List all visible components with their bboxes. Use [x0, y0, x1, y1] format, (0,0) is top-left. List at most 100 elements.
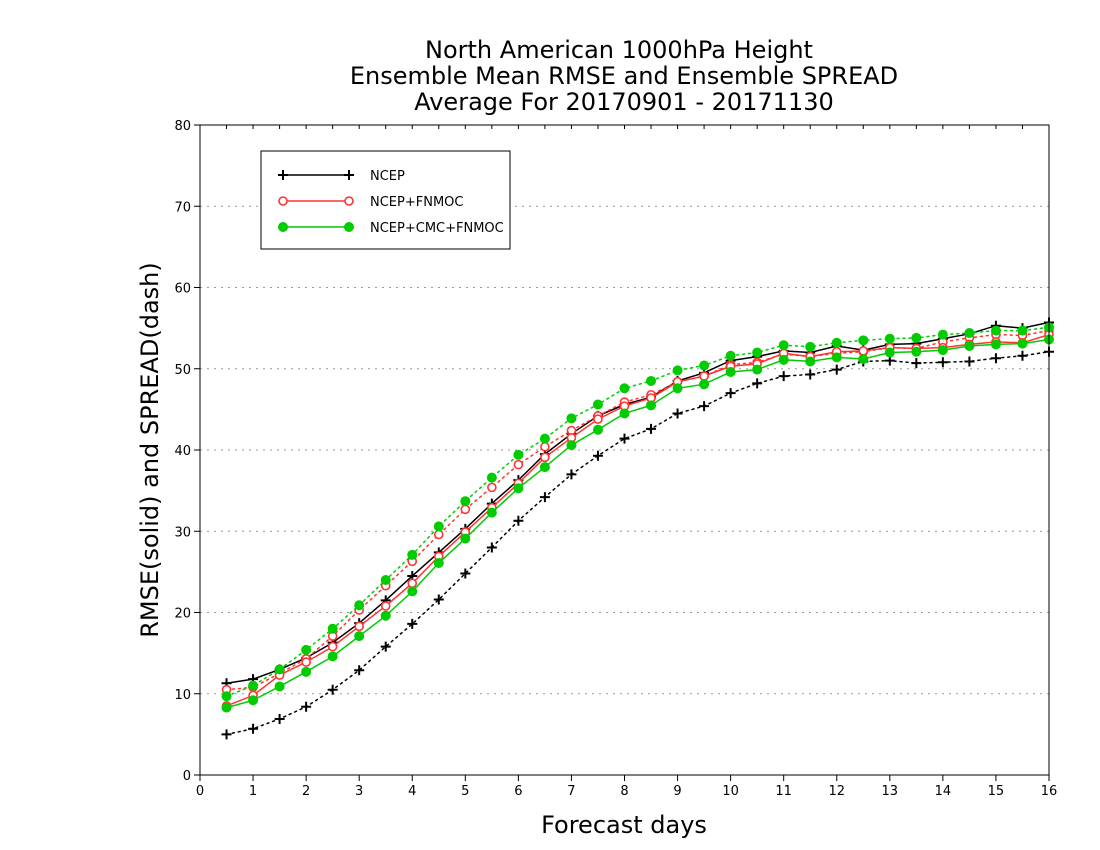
data-point-ncep-cmc-fnmoc-rmse: [221, 702, 232, 713]
data-point-ncep-cmc-fnmoc-spread: [725, 350, 736, 361]
data-point-ncep-fnmoc-spread: [433, 529, 444, 540]
x-tick-label: 11: [775, 784, 792, 799]
data-point-ncep-cmc-fnmoc-rmse: [248, 695, 259, 706]
data-point-ncep-spread: [592, 450, 603, 461]
data-point-ncep-spread: [619, 433, 630, 444]
series-line-ncep-fnmoc-rmse: [226, 333, 1050, 707]
y-tick-label: 20: [174, 607, 191, 622]
data-point-ncep-spread: [990, 353, 1001, 364]
data-point-ncep-fnmoc-spread: [460, 504, 471, 515]
data-point-ncep-spread: [274, 713, 285, 724]
data-point-ncep-cmc-fnmoc-spread: [884, 333, 895, 344]
data-point-ncep-cmc-fnmoc-spread: [301, 644, 312, 655]
data-point-ncep-cmc-fnmoc-rmse: [831, 352, 842, 363]
data-point-ncep-cmc-fnmoc-spread: [672, 365, 683, 376]
data-point-ncep-spread: [646, 423, 657, 434]
data-point-ncep-cmc-fnmoc-spread: [566, 413, 577, 424]
data-point-ncep-cmc-fnmoc-rmse: [990, 339, 1001, 350]
y-tick-label: 40: [174, 444, 191, 459]
data-point-ncep-cmc-fnmoc-spread: [805, 341, 816, 352]
data-point-ncep-fnmoc-spread: [487, 482, 497, 493]
data-point-ncep-fnmoc-rmse: [593, 414, 603, 424]
data-point-ncep-cmc-fnmoc-spread: [1017, 325, 1028, 336]
y-tick-label: 10: [174, 688, 191, 703]
data-point-ncep-cmc-fnmoc-rmse: [752, 364, 763, 375]
data-point-ncep-fnmoc-rmse: [301, 657, 311, 667]
x-tick-label: 16: [1041, 784, 1058, 799]
x-tick-label: 7: [567, 784, 575, 799]
data-point-ncep-spread: [513, 515, 524, 526]
data-point-ncep-cmc-fnmoc-rmse: [513, 483, 524, 494]
legend-marker-ncep: [344, 170, 354, 180]
x-tick-label: 4: [408, 784, 416, 799]
data-point-ncep-cmc-fnmoc-rmse: [327, 651, 338, 662]
x-tick-label: 2: [302, 784, 310, 799]
data-point-ncep-cmc-fnmoc-spread: [248, 680, 259, 691]
data-point-ncep-cmc-fnmoc-rmse: [937, 345, 948, 356]
x-tick-label: 6: [514, 784, 522, 799]
legend-label-ncep-fnmoc: NCEP+FNMOC: [370, 195, 463, 210]
x-tick-label: 8: [620, 784, 628, 799]
data-point-ncep-cmc-fnmoc-spread: [778, 340, 789, 351]
data-point-ncep-spread: [911, 358, 922, 369]
legend: NCEP NCEP+FNMOC NCEP+CMC+FNMOC: [260, 150, 511, 250]
legend-marker-ncep: [278, 170, 288, 180]
data-point-ncep-cmc-fnmoc-rmse: [699, 379, 710, 390]
data-point-ncep-cmc-fnmoc-rmse: [964, 341, 975, 351]
data-point-ncep-cmc-fnmoc-rmse: [858, 354, 869, 364]
series-line-ncep-cmc-fnmoc-rmse: [226, 338, 1050, 709]
x-axis-label: Forecast days: [541, 811, 707, 839]
data-point-ncep-cmc-fnmoc-spread: [354, 600, 365, 611]
x-tick-label: 10: [722, 784, 739, 799]
x-tick-label: 3: [355, 784, 363, 799]
data-point-ncep-spread: [1017, 350, 1028, 361]
data-point-ncep-spread: [752, 378, 763, 389]
data-point-ncep-spread: [778, 371, 789, 382]
data-point-ncep-cmc-fnmoc-spread: [911, 332, 922, 343]
data-point-ncep-cmc-fnmoc-spread: [619, 383, 630, 394]
data-point-ncep-cmc-fnmoc-rmse: [460, 533, 471, 544]
data-point-ncep-spread: [486, 542, 497, 553]
data-point-ncep-spread: [433, 594, 444, 605]
data-point-ncep-cmc-fnmoc-spread: [327, 623, 338, 634]
data-point-ncep-fnmoc-rmse: [354, 621, 364, 632]
legend-marker-ncep-cmc-fnmoc: [278, 222, 288, 232]
series-line-ncep-rmse: [226, 321, 1050, 684]
data-point-ncep-spread: [407, 618, 418, 629]
legend-label-ncep-cmc-fnmoc: NCEP+CMC+FNMOC: [370, 221, 504, 236]
data-point-ncep-spread: [460, 568, 471, 579]
y-tick-label: 50: [174, 363, 191, 378]
x-tick-label: 9: [673, 784, 681, 799]
data-point-ncep-cmc-fnmoc-spread: [380, 575, 391, 585]
x-tick-label: 5: [461, 784, 469, 799]
data-point-ncep-cmc-fnmoc-spread: [937, 329, 948, 340]
legend-box: [260, 150, 511, 250]
y-tick-label: 70: [174, 200, 191, 215]
data-point-ncep-spread: [221, 729, 232, 740]
series-line-ncep-fnmoc-spread: [225, 329, 1050, 691]
legend-label-ncep: NCEP: [370, 169, 405, 184]
legend-marker-ncep-cmc-fnmoc: [344, 222, 354, 232]
data-point-ncep-fnmoc-spread: [513, 459, 524, 470]
data-point-ncep-spread: [566, 469, 577, 480]
data-point-ncep-spread: [699, 401, 710, 412]
data-point-ncep-cmc-fnmoc-spread: [433, 521, 444, 532]
data-point-ncep-spread: [539, 492, 550, 503]
series-line-ncep-cmc-fnmoc-spread: [225, 326, 1050, 697]
data-point-ncep-spread: [380, 641, 391, 652]
series-ncep: [221, 317, 1054, 740]
data-point-ncep-cmc-fnmoc-spread: [486, 472, 497, 483]
data-point-ncep-spread: [327, 684, 338, 695]
legend-marker-ncep-fnmoc: [278, 196, 288, 206]
data-point-ncep-cmc-fnmoc-spread: [221, 691, 232, 702]
data-point-ncep-spread: [805, 369, 816, 380]
data-point-ncep-cmc-fnmoc-spread: [964, 328, 975, 338]
data-point-ncep-cmc-fnmoc-spread: [539, 433, 550, 444]
x-tick-label: 14: [935, 784, 952, 799]
data-point-ncep-cmc-fnmoc-rmse: [380, 610, 391, 621]
data-point-ncep-cmc-fnmoc-rmse: [433, 557, 444, 568]
data-point-ncep-cmc-fnmoc-spread: [513, 449, 524, 460]
data-point-ncep-cmc-fnmoc-rmse: [274, 681, 285, 692]
